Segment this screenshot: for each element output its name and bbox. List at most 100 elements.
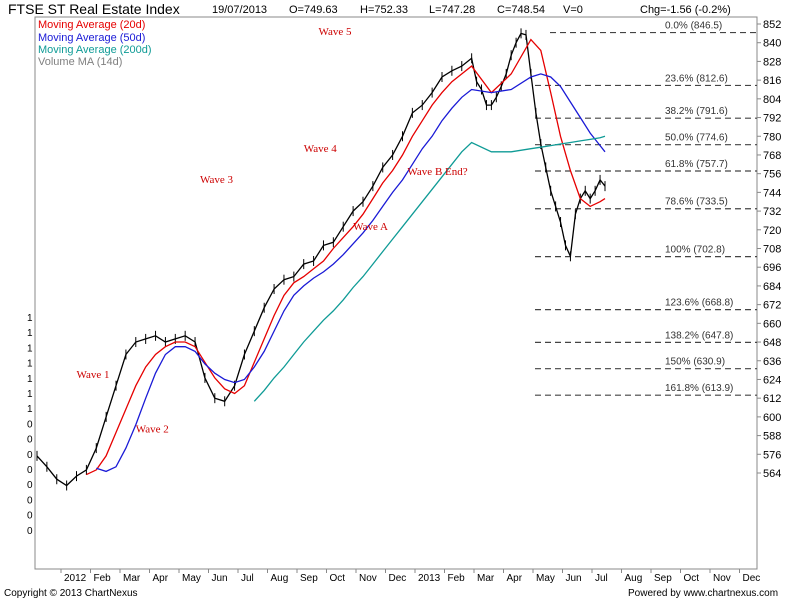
footer-powered: Powered by www.chartnexus.com [628,588,778,599]
annotation-2: Wave 3 [200,174,234,186]
x-tick-label-10: Nov [359,573,377,584]
fib-label-9: 150% (630.9) [665,357,725,368]
annotation-1: Wave 2 [136,423,169,435]
volume-label-5: 1 [27,389,33,400]
annotation-0: Wave 1 [77,369,110,381]
chart-title: FTSE ST Real Estate Index [8,1,180,17]
plot-frame [34,16,758,570]
x-tick-label-15: Apr [507,573,523,584]
ma50-line [96,73,606,473]
x-tick-label-23: Dec [743,573,761,584]
header-volume: V=0 [563,4,583,16]
y-tick-label-11: 720 [763,225,781,237]
ma20-line [86,38,606,476]
fib-label-1: 23.6% (812.6) [665,73,728,84]
x-tick-label-5: Jun [212,573,228,584]
y-tick-label-8: 756 [763,169,781,181]
y-tick-label-14: 684 [763,281,781,293]
x-tick-label-20: Sep [654,573,672,584]
wave-annotations: Wave 1 Wave 2 Wave 3 Wave 4 Wave 5 Wave A Wave… [77,26,468,436]
fib-label-8: 138.2% (647.8) [665,330,733,341]
x-tick-label-8: Sep [300,573,318,584]
y-tick-label-15: 672 [763,300,781,312]
x-tick-label-18: Jul [595,573,608,584]
x-tick-label-11: Dec [389,573,407,584]
y-tick-label-2: 828 [763,56,781,68]
y-tick-label-5: 792 [763,113,781,125]
y-tick-label-18: 636 [763,356,781,368]
volume-label-10: 0 [27,465,33,476]
fib-label-3: 50.0% (774.6) [665,133,728,144]
header-close: C=748.54 [497,4,545,16]
y-tick-label-22: 588 [763,431,781,443]
x-tick-label-14: Mar [477,573,495,584]
x-tick-label-4: May [182,573,201,584]
volume-label-1: 1 [27,328,33,339]
moving-averages [86,38,606,476]
fib-label-2: 38.2% (791.6) [665,106,728,117]
y-tick-label-19: 624 [763,374,781,386]
fib-label-6: 100% (702.8) [665,245,725,256]
header-date: 19/07/2013 [212,4,267,16]
y-tick-label-21: 600 [763,412,781,424]
legend-volume-ma: Volume MA (14d) [38,56,122,68]
price-line [36,32,606,487]
x-axis-ticks: 2012 Feb Mar Apr May Jun Jul Aug Sep Oct Nov Dec 201… [60,569,761,584]
y-tick-label-17: 648 [763,337,781,349]
y-tick-label-1: 840 [763,38,781,50]
annotation-5: Wave A [353,221,388,233]
fib-label-5: 78.6% (733.5) [665,197,728,208]
legend-ma200: Moving Average (200d) [38,44,152,56]
x-tick-label-3: Apr [153,573,169,584]
legend: Moving Average (20d) Moving Average (50d… [38,19,152,68]
y-tick-label-23: 576 [763,449,781,461]
header-change: Chg=-1.56 (-0.2%) [640,4,731,16]
x-tick-label-2: Mar [123,573,141,584]
volume-label-7: 0 [27,419,33,430]
y-tick-label-12: 708 [763,244,781,256]
y-tick-label-4: 804 [763,94,781,106]
x-tick-label-1: Feb [94,573,112,584]
volume-label-6: 1 [27,404,33,415]
y-tick-label-24: 564 [763,468,781,480]
volume-label-0: 1 [27,313,33,324]
ma200-line [253,135,606,402]
volume-axis-labels: 1 1 1 1 1 1 1 0 0 0 0 0 0 0 0 [27,313,33,537]
volume-label-3: 1 [27,359,33,370]
y-tick-label-9: 744 [763,187,781,199]
y-tick-label-16: 660 [763,318,781,330]
x-tick-label-22: Nov [713,573,731,584]
annotation-6: Wave B End? [407,166,467,178]
y-tick-label-0: 852 [763,19,781,31]
volume-label-8: 0 [27,435,33,446]
volume-label-11: 0 [27,480,33,491]
x-tick-label-16: May [536,573,555,584]
x-tick-label-13: Feb [448,573,466,584]
header-high: H=752.33 [360,4,408,16]
x-tick-label-7: Aug [271,573,289,584]
fib-label-7: 123.6% (668.8) [665,298,733,309]
y-tick-label-20: 612 [763,393,781,405]
fib-label-4: 61.8% (757.7) [665,159,728,170]
price-series [36,28,606,491]
x-tick-label-6: Jul [241,573,254,584]
volume-label-4: 1 [27,374,33,385]
volume-label-2: 1 [27,343,33,354]
header-low: L=747.28 [429,4,475,16]
y-tick-label-7: 768 [763,150,781,162]
x-tick-label-0: 2012 [64,573,87,584]
y-tick-label-10: 732 [763,206,781,218]
y-tick-label-13: 696 [763,262,781,274]
legend-ma20: Moving Average (20d) [38,19,145,31]
fibonacci-levels: 0.0% (846.5) 23.6% (812.6) 38.2% (791.6) 50… [535,21,757,396]
volume-label-12: 0 [27,495,33,506]
annotation-4: Wave 5 [319,26,353,38]
x-tick-label-21: Oct [684,573,700,584]
volume-label-14: 0 [27,526,33,537]
annotation-3: Wave 4 [304,143,338,155]
x-tick-label-19: Aug [625,573,643,584]
footer-copyright: Copyright © 2013 ChartNexus [4,588,138,599]
volume-label-13: 0 [27,511,33,522]
volume-label-9: 0 [27,450,33,461]
